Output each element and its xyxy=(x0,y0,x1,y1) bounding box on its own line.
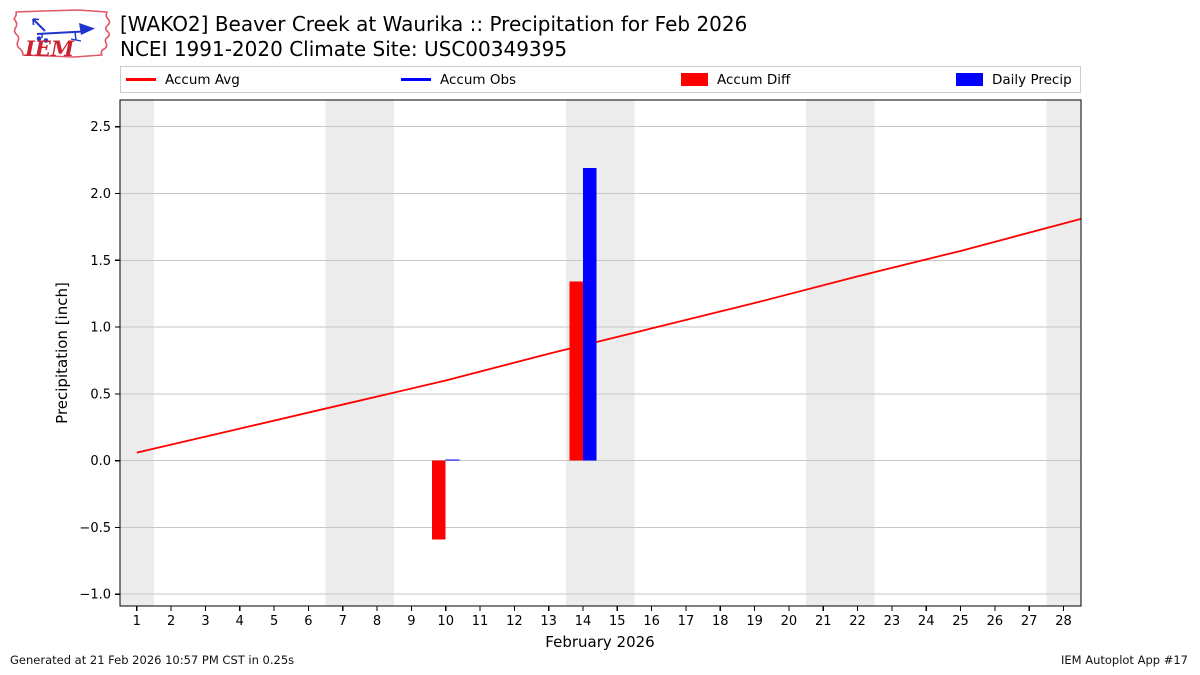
generated-timestamp: Generated at 21 Feb 2026 10:57 PM CST in… xyxy=(10,653,295,667)
legend-label: Accum Diff xyxy=(717,71,791,88)
x-tick-label: 19 xyxy=(746,614,763,629)
x-tick-label: 3 xyxy=(201,614,209,629)
x-tick-label: 4 xyxy=(236,614,244,629)
x-tick-label: 1 xyxy=(133,614,141,629)
chart-subtitle: NCEI 1991-2020 Climate Site: USC00349395 xyxy=(120,37,568,61)
y-tick-label: −1.0 xyxy=(79,588,111,603)
x-axis-label: February 2026 xyxy=(545,633,655,651)
y-tick-label: 2.0 xyxy=(90,187,111,202)
iowa-outline xyxy=(13,9,111,58)
weekend-band xyxy=(806,100,841,606)
x-tick-label: 11 xyxy=(472,614,489,629)
x-tick-label: 23 xyxy=(884,614,901,629)
weekend-band xyxy=(359,100,395,606)
logo-wordmark: IEM xyxy=(24,36,75,61)
y-axis-label: Precipitation [inch] xyxy=(53,282,71,424)
y-tick-label: 2.5 xyxy=(90,120,111,135)
weekend-band xyxy=(1046,100,1081,606)
app-credit: IEM Autoplot App #17 xyxy=(1060,653,1188,667)
x-tick-label: 5 xyxy=(270,614,278,629)
bar-daily-precip xyxy=(445,459,460,461)
x-tick-label: 15 xyxy=(609,614,626,629)
weekend-band xyxy=(840,100,875,606)
series-accum-avg xyxy=(136,218,1082,454)
iem-logo: IEM xyxy=(13,9,111,61)
x-tick-label: 7 xyxy=(339,614,347,629)
x-tick-label: 27 xyxy=(1021,614,1038,629)
legend-label: Accum Obs xyxy=(440,71,517,88)
x-tick-label: 26 xyxy=(987,614,1004,629)
legend-swatch-icon xyxy=(956,73,983,86)
weather-vane-icon-fills xyxy=(36,23,95,43)
weekend-band xyxy=(600,100,635,606)
weather-vane-icon xyxy=(32,18,84,42)
legend-item-accum-diff: Accum Diff xyxy=(681,67,790,92)
x-tick-label: 17 xyxy=(678,614,695,629)
y-tick-label: −0.5 xyxy=(79,521,111,536)
legend-item-daily-precip: Daily Precip xyxy=(956,67,1072,92)
chart-header: [WAKO2] Beaver Creek at Waurika :: Preci… xyxy=(120,12,747,62)
legend-swatch-icon xyxy=(681,73,708,86)
x-tick-label: 18 xyxy=(712,614,729,629)
x-tick-label: 14 xyxy=(575,614,592,629)
legend-item-accum-avg: Accum Avg xyxy=(126,67,240,92)
x-tick-label: 22 xyxy=(849,614,866,629)
plot-border xyxy=(119,99,1082,607)
x-tick-label: 8 xyxy=(373,614,381,629)
x-tick-label: 16 xyxy=(643,614,660,629)
legend-label: Daily Precip xyxy=(992,71,1072,88)
x-tick-label: 9 xyxy=(407,614,415,629)
bar-daily-precip xyxy=(582,168,597,461)
bar-accum-diff xyxy=(431,460,446,540)
legend-label: Accum Avg xyxy=(165,71,240,88)
y-tick-label: 0.5 xyxy=(90,387,111,402)
legend-swatch-icon xyxy=(401,78,431,81)
y-tick-label: 0.0 xyxy=(90,454,111,469)
legend: Accum Avg Accum Obs Accum Diff Daily Precip xyxy=(120,66,1081,93)
x-tick-label: 21 xyxy=(815,614,832,629)
x-tick-label: 25 xyxy=(952,614,969,629)
legend-swatch-icon xyxy=(126,78,156,81)
chart-title: [WAKO2] Beaver Creek at Waurika :: Preci… xyxy=(120,12,748,36)
x-tick-label: 10 xyxy=(437,614,454,629)
x-tick-label: 13 xyxy=(540,614,557,629)
x-tick-label: 12 xyxy=(506,614,523,629)
legend-item-accum-obs: Accum Obs xyxy=(401,67,516,92)
y-tick-label: 1.5 xyxy=(90,254,111,269)
x-tick-label: 6 xyxy=(304,614,312,629)
x-tick-label: 20 xyxy=(781,614,798,629)
x-tick-label: 24 xyxy=(918,614,935,629)
weekend-band xyxy=(325,100,360,606)
x-tick-label: 2 xyxy=(167,614,175,629)
weekend-band xyxy=(120,100,154,606)
x-tick-label: 28 xyxy=(1055,614,1072,629)
bar-accum-diff xyxy=(569,281,583,461)
y-tick-label: 1.0 xyxy=(90,321,111,336)
